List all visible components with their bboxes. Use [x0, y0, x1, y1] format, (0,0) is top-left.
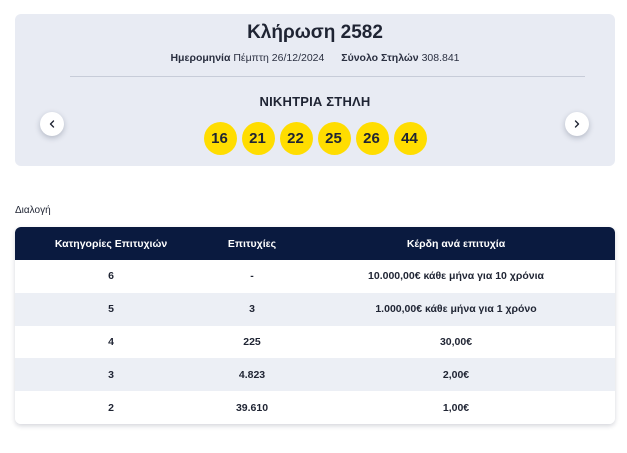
- previous-draw-button[interactable]: [40, 112, 64, 136]
- draw-title: Κλήρωση 2582: [247, 22, 383, 43]
- row-prize: 30,00€: [439, 335, 473, 348]
- header-categories: Κατηγορίες Επιτυχιών: [54, 237, 168, 250]
- winning-column-label: ΝΙΚΗΤΡΙΑ ΣΤΗΛΗ: [259, 94, 371, 109]
- divider: [70, 76, 585, 77]
- row-category: 3: [108, 368, 114, 381]
- number-ball: 16: [203, 122, 237, 155]
- row-category: 2: [108, 401, 114, 414]
- date-label: Ημερομηνία: [170, 52, 231, 64]
- chevron-right-icon: [574, 120, 580, 128]
- table-header: Κατηγορίες Επιτυχιών Επιτυχίες Κέρδη ανά…: [15, 227, 615, 260]
- next-draw-button[interactable]: [565, 112, 589, 136]
- row-prize: 1,00€: [442, 401, 470, 414]
- row-winners: -: [250, 270, 254, 283]
- row-prize: 2,00€: [442, 368, 470, 381]
- header-winners: Επιτυχίες: [227, 237, 277, 250]
- table-row: 4 225 30,00€: [15, 325, 615, 359]
- draw-date: Ημερομηνία Πέμπτη 26/12/2024: [170, 52, 327, 64]
- header-prize: Κέρδη ανά επιτυχία: [406, 237, 506, 250]
- number-ball: 25: [317, 122, 351, 155]
- section-label: Διαλογή: [15, 205, 51, 216]
- row-winners: 225: [243, 335, 261, 348]
- date-value: Πέμπτη 26/12/2024: [233, 52, 325, 64]
- row-category: 4: [108, 335, 114, 348]
- draw-meta: Ημερομηνία Πέμπτη 26/12/2024 Σύνολο Στηλ…: [15, 52, 615, 64]
- table-row: 3 4.823 2,00€: [15, 358, 615, 392]
- row-prize: 10.000,00€ κάθε μήνα για 10 χρόνια: [368, 270, 544, 283]
- table-row: 5 3 1.000,00€ κάθε μήνα για 1 χρόνο: [15, 292, 615, 326]
- row-prize: 1.000,00€ κάθε μήνα για 1 χρόνο: [375, 303, 537, 316]
- row-category: 6: [108, 270, 114, 283]
- number-ball: 22: [279, 122, 313, 155]
- table-row: 2 39.610 1,00€: [15, 391, 615, 424]
- row-winners: 4.823: [238, 368, 266, 381]
- number-ball: 21: [241, 122, 275, 155]
- row-winners: 39.610: [235, 401, 269, 414]
- winning-numbers: 16 21 22 25 26 44: [15, 122, 615, 155]
- chevron-left-icon: [49, 120, 55, 128]
- number-ball: 44: [393, 122, 427, 155]
- row-category: 5: [108, 303, 114, 316]
- table-row: 6 - 10.000,00€ κάθε μήνα για 10 χρόνια: [15, 260, 615, 293]
- draw-card: Κλήρωση 2582 Ημερομηνία Πέμπτη 26/12/202…: [15, 14, 615, 166]
- row-winners: 3: [249, 303, 255, 316]
- number-ball: 26: [355, 122, 389, 155]
- prize-table: Κατηγορίες Επιτυχιών Επιτυχίες Κέρδη ανά…: [15, 227, 615, 424]
- columns-value: 308.841: [421, 52, 460, 64]
- columns-label: Σύνολο Στηλών: [341, 52, 419, 64]
- draw-columns: Σύνολο Στηλών 308.841: [341, 52, 459, 64]
